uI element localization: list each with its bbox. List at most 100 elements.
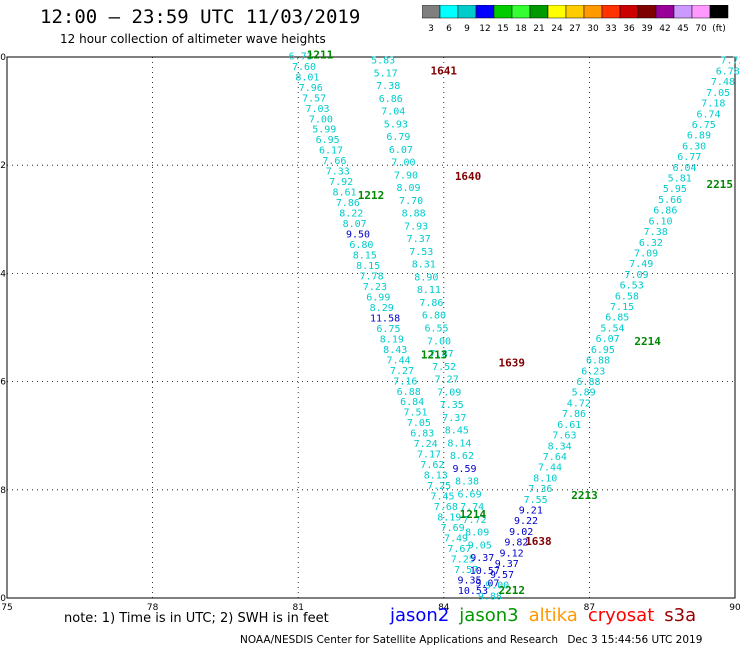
longitude-tick-label: 84	[438, 603, 450, 613]
wave-height-value: 7.86	[336, 198, 360, 209]
wave-height-value: 6.17	[319, 146, 343, 157]
wave-height-value: 5.83	[371, 56, 395, 67]
wave-height-value: 6.95	[591, 345, 615, 356]
wave-height-value: 7.05	[706, 88, 730, 99]
wave-height-value: 7.25	[427, 481, 451, 492]
longitude-tick-label: 75	[1, 603, 12, 613]
wave-height-value: 6.99	[366, 292, 390, 303]
satellite-legend: jason2 jason3 altika cryosat s3a	[390, 605, 706, 626]
track-b: 5.835.177.386.867.045.936.796.077.007.90…	[371, 56, 502, 603]
wave-height-value: 6.61	[557, 420, 581, 431]
satellite-legend-jason3: jason3	[459, 605, 519, 626]
wave-height-value: 7.05	[407, 418, 431, 429]
wave-height-value: 7.72	[463, 515, 487, 526]
wave-height-value: 6.69	[458, 489, 482, 500]
wave-height-value: 8.09	[397, 183, 421, 194]
latitude-ticks: -20 -22 -24 -26 -28 -30	[0, 53, 6, 604]
wave-height-value: 6.79	[386, 132, 410, 143]
colorbar-label: 6	[446, 24, 452, 34]
wave-height-value: 8.01	[295, 72, 319, 83]
wave-height-value: 5.54	[600, 323, 624, 334]
wave-height-value: 7.25	[451, 554, 475, 565]
wave-height-value: 7.67	[447, 544, 471, 555]
colorbar-label: 15	[497, 24, 508, 34]
wave-height-value: 6.88	[586, 356, 610, 367]
wave-height-value: 7.57	[454, 565, 478, 576]
wave-height-value: 7.87	[430, 349, 454, 360]
wave-height-value: 9.59	[452, 464, 476, 475]
pass-label: 1212	[358, 189, 385, 202]
wave-height-value: 6.30	[682, 141, 706, 152]
wave-height-value: 6.07	[389, 145, 413, 156]
wave-height-value: 6.55	[424, 324, 448, 335]
map-grid	[7, 57, 735, 598]
wave-height-value: 6.78	[716, 66, 740, 77]
wave-height-value: 6.83	[410, 429, 434, 440]
wave-height-value: 8.45	[445, 426, 469, 437]
wave-height-value: 6.88	[576, 377, 600, 388]
wave-height-value: 10.53	[458, 586, 488, 597]
colorbar-cell	[709, 5, 729, 19]
footer-timestamp: Dec 3 15:44:56 UTC 2019	[567, 634, 703, 646]
wave-height-value: 9.07	[475, 579, 499, 590]
wave-height-value: 6.84	[400, 397, 424, 408]
wave-height-value: 8.14	[447, 438, 471, 449]
pass-label: 1640	[455, 170, 482, 183]
wave-height-value: 8.09	[465, 528, 489, 539]
wave-height-value: 7.86	[419, 298, 443, 309]
longitude-tick-label: 90	[729, 603, 740, 613]
wave-height-value: 11.58	[370, 313, 400, 324]
colorbar-cells	[422, 5, 729, 19]
wave-height-value: 7.49	[444, 533, 468, 544]
wave-height-value: 6.75	[692, 120, 716, 131]
wave-height-value: 9.21	[519, 506, 543, 517]
wave-height-value: 6.23	[581, 366, 605, 377]
wave-height-observations: 6.737.608.017.967.577.037.005.996.956.17…	[289, 51, 740, 602]
wave-height-value: 6.77	[677, 152, 701, 163]
wave-height-value: 7.96	[299, 83, 323, 94]
latitude-tick-label: -30	[0, 594, 6, 604]
satellite-legend-s3a: s3a	[664, 605, 697, 626]
wave-height-value: 5.66	[658, 195, 682, 206]
wave-height-value: 7.00	[309, 114, 333, 125]
wave-height-value: 7.72	[721, 56, 740, 67]
colorbar-label: 3	[428, 24, 434, 34]
wave-height-value: 7.63	[552, 431, 576, 442]
wave-height-value: 8.34	[548, 441, 572, 452]
wave-height-value: 8.15	[353, 251, 377, 262]
colorbar-label: 36	[623, 24, 635, 34]
wave-height-value: 6.07	[596, 334, 620, 345]
wave-height-value: 7.69	[441, 523, 465, 534]
wave-height-value: 7.68	[434, 502, 458, 513]
pass-label: 1639	[498, 357, 525, 370]
wave-height-value: 7.38	[644, 227, 668, 238]
wave-height-value: 7.00	[427, 336, 451, 347]
wave-height-value: 6.80	[349, 240, 373, 251]
pass-label: 1213	[421, 349, 448, 362]
colorbar-label: (ft)	[712, 24, 726, 34]
wave-height-value: 7.18	[701, 99, 725, 110]
longitude-tick-label: 87	[584, 603, 595, 613]
pass-label: 1214	[460, 508, 487, 521]
colorbar-label: 39	[641, 24, 653, 34]
latitude-tick-label: -26	[0, 378, 6, 388]
wave-height-value: 6.10	[648, 216, 672, 227]
wave-height-value: 5.93	[384, 119, 408, 130]
wave-height-value: 7.64	[543, 452, 567, 463]
wave-height-value: 10.57	[470, 566, 500, 577]
wave-height-value: 9.22	[514, 516, 538, 527]
wave-height-value: 6.89	[687, 131, 711, 142]
wave-height-value: 7.37	[442, 413, 466, 424]
latitude-tick-label: -22	[0, 161, 6, 171]
longitude-tick-label: 81	[292, 603, 303, 613]
colorbar-label: 33	[605, 24, 616, 34]
wave-height-value: 5.95	[663, 184, 687, 195]
wave-height-value: 7.90	[394, 170, 418, 181]
pass-label: 2215	[707, 178, 734, 191]
wave-height-value: 7.49	[629, 259, 653, 270]
latitude-tick-label: -20	[0, 53, 6, 63]
wave-height-value: 7.45	[430, 492, 454, 503]
colorbar-label: 9	[464, 24, 470, 34]
wave-height-value: 6.86	[653, 206, 677, 217]
